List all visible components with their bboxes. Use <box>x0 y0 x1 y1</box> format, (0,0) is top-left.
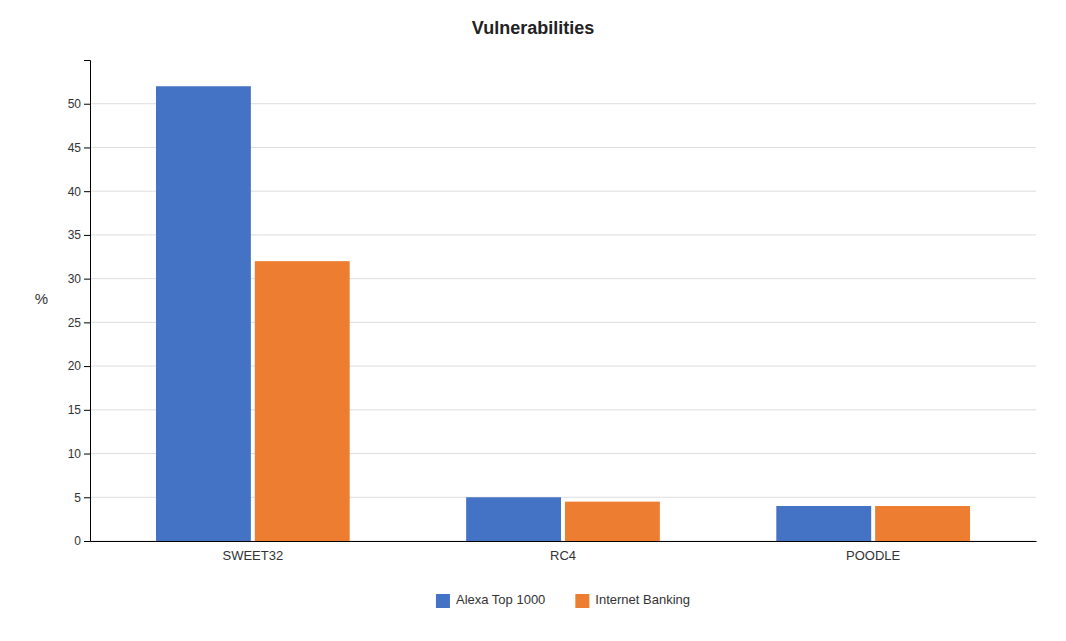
chart: Vulnerabilities 0 5 10 15 20 25 30 35 40 45 50 SWEET… <box>0 0 1066 641</box>
y-tick-mark <box>84 541 90 542</box>
title: Vulnerabilities <box>472 18 594 38</box>
legend-label: Alexa Top 1000 <box>456 592 545 607</box>
y-axis-line <box>84 61 91 542</box>
y-tick-mark <box>84 147 90 148</box>
y-tick: 35 <box>68 228 90 242</box>
y-tick-label: 20 <box>68 359 82 373</box>
y-tick: 0 <box>74 534 90 548</box>
y-tick-mark <box>84 104 90 105</box>
y-tick-label: 35 <box>68 228 82 242</box>
y-tick: 45 <box>68 141 90 155</box>
y-tick: 30 <box>68 272 90 286</box>
y-tick-label: 25 <box>68 316 82 330</box>
y-tick: 20 <box>68 359 90 373</box>
bars <box>156 86 970 541</box>
y-tick-label: 45 <box>68 141 82 155</box>
y-tick-label: 0 <box>74 534 81 548</box>
y-tick-mark <box>84 366 90 367</box>
x-tick: SWEET32 <box>222 548 283 563</box>
y-tick-label: 50 <box>68 97 82 111</box>
y-tick-mark <box>84 454 90 455</box>
bar-series <box>255 261 970 541</box>
y-tick-label: 15 <box>68 403 82 417</box>
x-axis: SWEET32 RC4 POODLE <box>91 542 1037 564</box>
x-tick: POODLE <box>846 548 901 563</box>
y-tick-mark <box>84 279 90 280</box>
y-tick-mark <box>84 497 90 498</box>
y-tick-mark <box>84 191 90 192</box>
x-tick-label: RC4 <box>550 548 576 563</box>
legend-item: Internet Banking <box>575 592 690 608</box>
y-tick: 50 <box>68 97 90 111</box>
y-tick-mark <box>84 235 90 236</box>
y-axis-title: % <box>35 290 48 307</box>
x-tick-label: SWEET32 <box>222 548 283 563</box>
bar <box>466 497 561 541</box>
y-tick-mark <box>84 410 90 411</box>
bar-series <box>156 86 871 541</box>
legend-label: Internet Banking <box>595 592 690 607</box>
y-tick-label: 40 <box>68 185 82 199</box>
y-tick: 15 <box>68 403 90 417</box>
bar <box>156 86 251 541</box>
y-tick-label: 10 <box>68 447 82 461</box>
y-tick: 40 <box>68 185 90 199</box>
y-tick-label: 30 <box>68 272 82 286</box>
legend-swatch <box>575 594 589 608</box>
bar <box>875 506 970 541</box>
x-tick: RC4 <box>550 548 576 563</box>
legend-item: Alexa Top 1000 <box>436 592 545 608</box>
bar <box>255 261 350 541</box>
legend-swatch <box>436 594 450 608</box>
legend: Alexa Top 1000 Internet Banking <box>436 592 690 608</box>
bar <box>565 502 660 541</box>
y-axis: 0 5 10 15 20 25 30 35 40 45 50 <box>68 61 91 549</box>
y-tick-label: 5 <box>74 491 81 505</box>
y-tick: 10 <box>68 447 90 461</box>
x-tick-label: POODLE <box>846 548 901 563</box>
x-axis-line <box>91 541 1037 542</box>
y-tick-mark <box>84 322 90 323</box>
bar <box>776 506 871 541</box>
y-tick: 5 <box>74 491 90 505</box>
y-tick: 25 <box>68 316 90 330</box>
